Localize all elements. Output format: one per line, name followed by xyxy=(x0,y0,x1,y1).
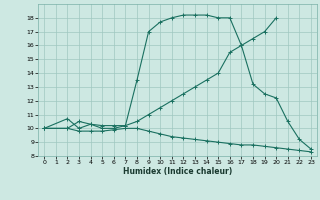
X-axis label: Humidex (Indice chaleur): Humidex (Indice chaleur) xyxy=(123,167,232,176)
